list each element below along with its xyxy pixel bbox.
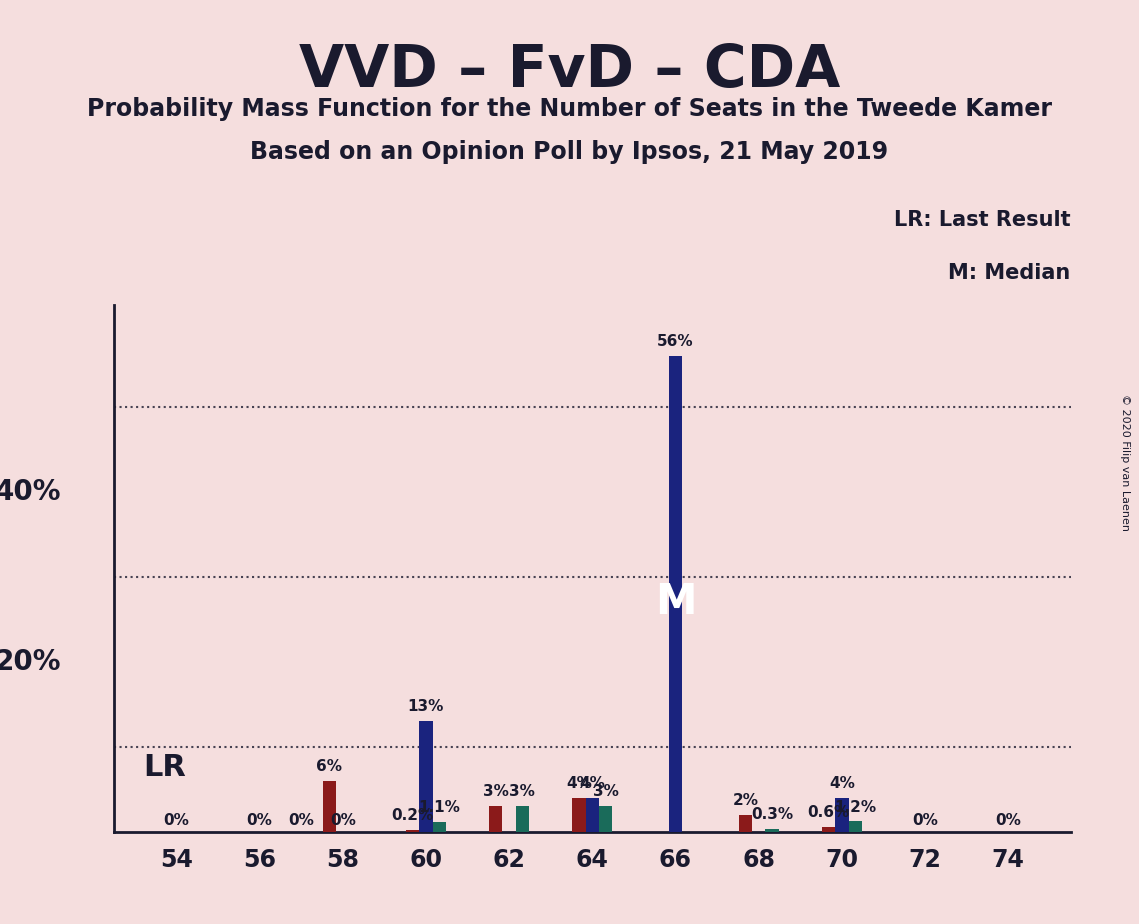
Text: 6%: 6% <box>317 759 343 773</box>
Text: LR: Last Result: LR: Last Result <box>894 210 1071 230</box>
Text: 0%: 0% <box>288 813 314 828</box>
Text: 4%: 4% <box>580 776 605 791</box>
Text: 0%: 0% <box>995 813 1022 828</box>
Bar <box>516 806 528 832</box>
Text: 0.3%: 0.3% <box>751 808 793 822</box>
Bar <box>822 826 835 832</box>
Text: 4%: 4% <box>829 776 854 791</box>
Text: 3%: 3% <box>509 784 535 799</box>
Text: © 2020 Filip van Laenen: © 2020 Filip van Laenen <box>1121 394 1130 530</box>
Bar <box>849 821 862 832</box>
Text: M: Median: M: Median <box>949 262 1071 283</box>
Bar <box>835 797 849 832</box>
Text: 2%: 2% <box>732 793 759 808</box>
Text: 0%: 0% <box>163 813 189 828</box>
Bar <box>585 797 599 832</box>
Bar <box>765 829 779 832</box>
Bar <box>739 815 752 832</box>
Text: 40%: 40% <box>0 478 62 505</box>
Text: 0%: 0% <box>246 813 272 828</box>
Bar <box>489 806 502 832</box>
Text: LR: LR <box>144 753 186 783</box>
Text: Based on an Opinion Poll by Ipsos, 21 May 2019: Based on an Opinion Poll by Ipsos, 21 Ma… <box>251 140 888 164</box>
Text: M: M <box>655 581 696 624</box>
Text: 1.2%: 1.2% <box>834 799 876 815</box>
Text: 3%: 3% <box>483 784 509 799</box>
Text: 56%: 56% <box>657 334 694 349</box>
Text: 0%: 0% <box>912 813 939 828</box>
Text: VVD – FvD – CDA: VVD – FvD – CDA <box>298 42 841 99</box>
Text: 20%: 20% <box>0 648 62 675</box>
Bar <box>322 781 336 832</box>
Text: 4%: 4% <box>566 776 592 791</box>
Text: 13%: 13% <box>408 699 444 714</box>
Text: Probability Mass Function for the Number of Seats in the Tweede Kamer: Probability Mass Function for the Number… <box>87 97 1052 121</box>
Text: 0%: 0% <box>330 813 355 828</box>
Text: 0.2%: 0.2% <box>392 808 434 823</box>
Bar <box>405 830 419 832</box>
Bar <box>572 797 585 832</box>
Bar <box>433 822 445 832</box>
Text: 1.1%: 1.1% <box>418 800 460 816</box>
Text: 0.6%: 0.6% <box>808 805 850 820</box>
Bar <box>599 806 613 832</box>
Bar <box>419 721 433 832</box>
Text: 3%: 3% <box>592 784 618 799</box>
Bar <box>669 356 682 832</box>
